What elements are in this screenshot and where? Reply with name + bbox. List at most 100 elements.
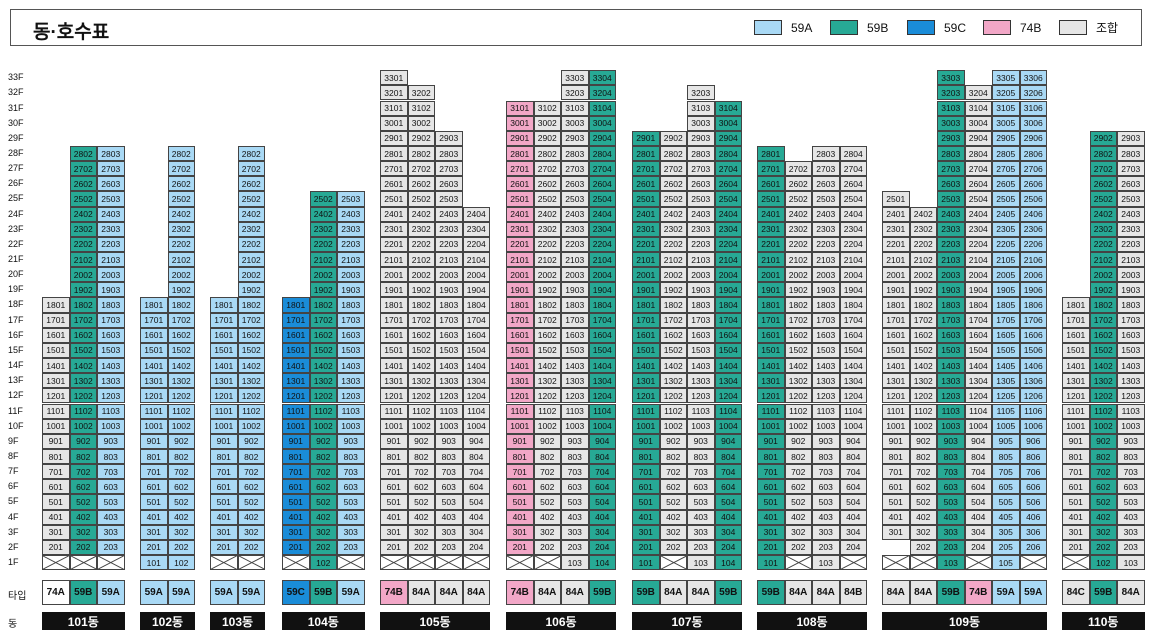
- unit-cell[interactable]: 3003: [561, 115, 589, 131]
- unit-cell[interactable]: 1101: [42, 403, 70, 419]
- unit-cell[interactable]: 901: [282, 433, 310, 449]
- unit-cell[interactable]: 2402: [909, 206, 937, 222]
- unit-cell[interactable]: 1201: [757, 388, 785, 404]
- unit-cell[interactable]: 1701: [1062, 312, 1090, 328]
- unit-cell[interactable]: 902: [309, 433, 337, 449]
- unit-cell[interactable]: 1303: [435, 373, 463, 389]
- unit-cell[interactable]: 1202: [659, 388, 687, 404]
- unit-cell[interactable]: 1601: [757, 327, 785, 343]
- unit-cell[interactable]: 2101: [882, 252, 910, 268]
- unit-cell[interactable]: 2703: [435, 161, 463, 177]
- unit-cell[interactable]: 1602: [407, 327, 435, 343]
- unit-cell[interactable]: 2201: [632, 236, 660, 252]
- unit-cell[interactable]: 1903: [561, 282, 589, 298]
- unit-cell[interactable]: 1803: [937, 297, 965, 313]
- unit-cell[interactable]: 2204: [714, 236, 742, 252]
- unit-cell[interactable]: 101: [140, 555, 168, 571]
- unit-cell[interactable]: 2803: [937, 145, 965, 162]
- unit-cell[interactable]: 1304: [462, 373, 490, 389]
- unit-cell[interactable]: 1501: [882, 342, 910, 359]
- unit-cell[interactable]: 2504: [964, 191, 992, 207]
- unit-cell[interactable]: 803: [687, 448, 715, 465]
- unit-cell[interactable]: 302: [533, 524, 561, 540]
- unit-cell[interactable]: 2104: [964, 252, 992, 268]
- unit-cell[interactable]: 702: [533, 464, 561, 480]
- unit-cell[interactable]: 202: [1089, 539, 1117, 555]
- unit-cell[interactable]: 502: [659, 494, 687, 510]
- unit-cell[interactable]: 1802: [237, 297, 265, 313]
- unit-cell[interactable]: 3203: [561, 85, 589, 101]
- unit-cell[interactable]: 2605: [992, 176, 1020, 192]
- unit-cell[interactable]: 2601: [506, 176, 534, 192]
- unit-cell[interactable]: 2606: [1019, 176, 1047, 192]
- unit-cell[interactable]: 1701: [506, 312, 534, 328]
- unit-cell[interactable]: 704: [964, 464, 992, 480]
- unit-cell[interactable]: 103: [561, 555, 589, 571]
- unit-cell[interactable]: 2702: [407, 161, 435, 177]
- unit-cell[interactable]: 2102: [659, 252, 687, 268]
- unit-cell[interactable]: 1202: [533, 388, 561, 404]
- unit-cell[interactable]: 2703: [1117, 161, 1145, 177]
- unit-cell[interactable]: 1502: [167, 342, 195, 359]
- unit-cell[interactable]: 2303: [687, 221, 715, 237]
- unit-cell[interactable]: 1204: [462, 388, 490, 404]
- unit-cell[interactable]: 206: [1019, 539, 1047, 555]
- unit-cell[interactable]: 1903: [97, 282, 125, 298]
- unit-cell[interactable]: 1305: [992, 373, 1020, 389]
- unit-cell[interactable]: 1604: [588, 327, 616, 343]
- unit-cell[interactable]: 2202: [1089, 236, 1117, 252]
- unit-cell[interactable]: 3206: [1019, 85, 1047, 101]
- unit-cell[interactable]: 1806: [1019, 297, 1047, 313]
- unit-cell[interactable]: 1502: [784, 342, 812, 359]
- unit-cell[interactable]: 2504: [588, 191, 616, 207]
- unit-cell[interactable]: 304: [588, 524, 616, 540]
- unit-cell[interactable]: 1002: [237, 418, 265, 434]
- unit-cell[interactable]: 2203: [937, 236, 965, 252]
- unit-cell[interactable]: 2102: [309, 252, 337, 268]
- unit-cell[interactable]: 1003: [561, 418, 589, 434]
- unit-cell[interactable]: 202: [533, 539, 561, 555]
- unit-cell[interactable]: 3303: [937, 70, 965, 86]
- unit-cell[interactable]: 1203: [435, 388, 463, 404]
- unit-cell[interactable]: 1001: [380, 418, 408, 434]
- unit-cell[interactable]: 1504: [714, 342, 742, 359]
- unit-cell[interactable]: 2701: [506, 161, 534, 177]
- unit-cell[interactable]: 1302: [407, 373, 435, 389]
- unit-cell[interactable]: 1403: [561, 358, 589, 374]
- unit-cell[interactable]: 2403: [561, 206, 589, 222]
- unit-cell[interactable]: 201: [757, 539, 785, 555]
- unit-cell[interactable]: 1702: [237, 312, 265, 328]
- unit-cell[interactable]: 3004: [964, 115, 992, 131]
- unit-cell[interactable]: 1404: [714, 358, 742, 374]
- unit-cell[interactable]: 704: [588, 464, 616, 480]
- unit-cell[interactable]: 1301: [380, 373, 408, 389]
- unit-cell[interactable]: 2502: [1089, 191, 1117, 207]
- unit-cell[interactable]: 804: [964, 448, 992, 465]
- unit-cell[interactable]: 2201: [380, 236, 408, 252]
- unit-cell[interactable]: 2603: [937, 176, 965, 192]
- unit-cell[interactable]: 1902: [309, 282, 337, 298]
- unit-cell[interactable]: 701: [506, 464, 534, 480]
- unit-cell[interactable]: 602: [407, 479, 435, 495]
- unit-cell[interactable]: 1402: [407, 358, 435, 374]
- unit-cell[interactable]: 3301: [380, 70, 408, 86]
- unit-cell[interactable]: 1604: [714, 327, 742, 343]
- unit-cell[interactable]: 3002: [533, 115, 561, 131]
- unit-cell[interactable]: 1203: [687, 388, 715, 404]
- unit-cell[interactable]: 1501: [380, 342, 408, 359]
- unit-cell[interactable]: 103: [687, 555, 715, 571]
- unit-cell[interactable]: 203: [337, 539, 365, 555]
- unit-cell[interactable]: 1501: [42, 342, 70, 359]
- unit-cell[interactable]: 303: [337, 524, 365, 540]
- unit-cell[interactable]: 503: [1117, 494, 1145, 510]
- unit-cell[interactable]: 1103: [937, 403, 965, 419]
- unit-cell[interactable]: 601: [380, 479, 408, 495]
- unit-cell[interactable]: 303: [687, 524, 715, 540]
- unit-cell[interactable]: 2102: [407, 252, 435, 268]
- unit-cell[interactable]: 1004: [714, 418, 742, 434]
- unit-cell[interactable]: 502: [909, 494, 937, 510]
- unit-cell[interactable]: 702: [69, 464, 97, 480]
- unit-cell[interactable]: 701: [1062, 464, 1090, 480]
- unit-cell[interactable]: 3005: [992, 115, 1020, 131]
- unit-cell[interactable]: 701: [380, 464, 408, 480]
